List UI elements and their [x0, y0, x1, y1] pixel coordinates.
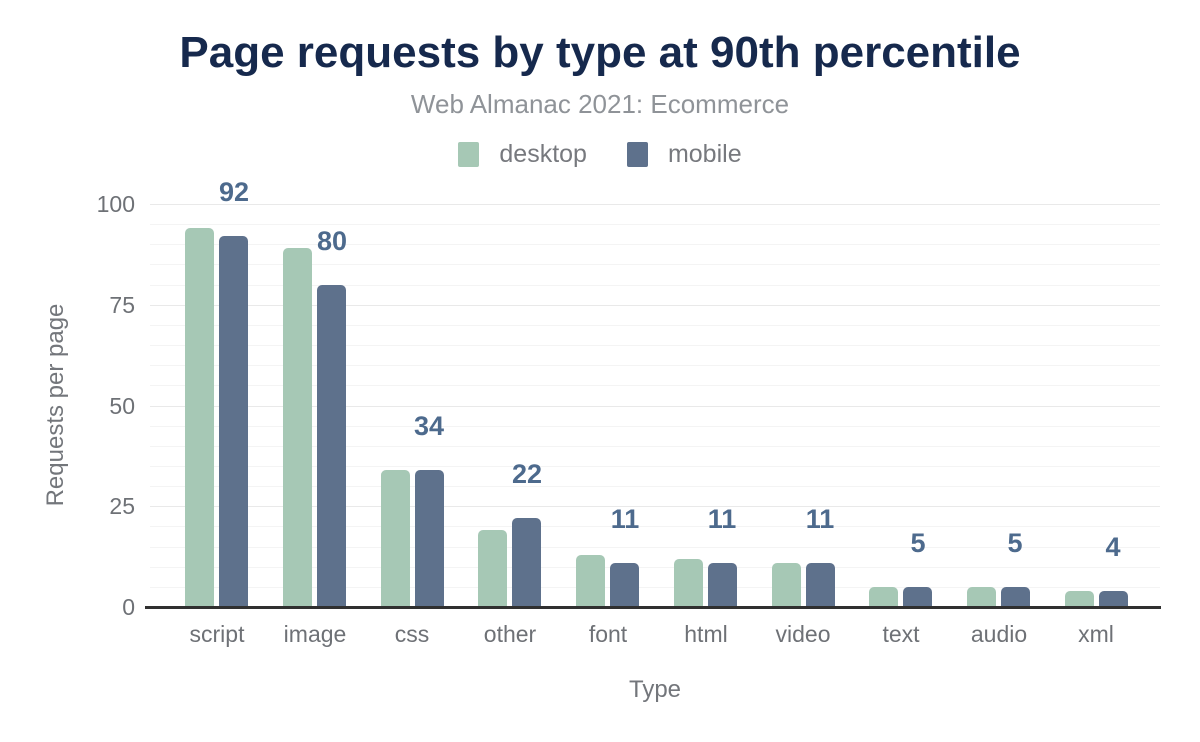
bar-desktop-text[interactable]: [869, 587, 898, 607]
value-label-other: 22: [511, 459, 543, 489]
gridline-30: [150, 486, 1160, 487]
x-tick-label-css: css: [394, 621, 430, 647]
bar-desktop-audio[interactable]: [967, 587, 996, 607]
value-label-image: 80: [316, 226, 348, 256]
bar-desktop-css[interactable]: [381, 470, 410, 607]
x-tick-label-image: image: [283, 621, 347, 647]
chart-subtitle: Web Almanac 2021: Ecommerce: [410, 89, 790, 119]
gridline-90: [150, 244, 1160, 245]
bar-mobile-video[interactable]: [806, 563, 835, 607]
bar-mobile-xml[interactable]: [1099, 591, 1128, 607]
legend-label-desktop: desktop: [499, 140, 587, 168]
gridline-80: [150, 285, 1160, 286]
y-tick-label-100: 100: [96, 191, 135, 217]
bar-mobile-text[interactable]: [903, 587, 932, 607]
gridline-65: [150, 345, 1160, 346]
bar-mobile-html[interactable]: [708, 563, 737, 607]
chart-title: Page requests by type at 90th percentile: [179, 28, 1021, 77]
value-label-html: 11: [707, 504, 737, 534]
desktop-series-swatch-icon: [458, 142, 480, 167]
gridline-60: [150, 365, 1160, 366]
bar-desktop-html[interactable]: [674, 559, 703, 607]
gridline-35: [150, 466, 1160, 467]
x-tick-label-xml: xml: [1078, 621, 1114, 647]
x-axis-title: Type: [628, 676, 682, 703]
x-tick-label-script: script: [189, 621, 245, 647]
value-label-css: 34: [413, 411, 445, 441]
bar-mobile-other[interactable]: [512, 518, 541, 607]
gridline-100: [150, 204, 1160, 205]
mobile-series-swatch-icon: [626, 142, 648, 167]
bar-desktop-script[interactable]: [185, 228, 214, 607]
gridline-95: [150, 224, 1160, 225]
bar-mobile-audio[interactable]: [1001, 587, 1030, 607]
bar-desktop-xml[interactable]: [1065, 591, 1094, 607]
bar-mobile-image[interactable]: [317, 285, 346, 607]
y-tick-label-0: 0: [122, 594, 135, 620]
gridline-85: [150, 264, 1160, 265]
x-tick-label-other: other: [483, 621, 537, 647]
y-tick-label-50: 50: [109, 393, 135, 419]
bar-desktop-video[interactable]: [772, 563, 801, 607]
gridline-75: [150, 305, 1160, 306]
gridline-10: [150, 567, 1160, 568]
gridline-55: [150, 385, 1160, 386]
bar-mobile-font[interactable]: [610, 563, 639, 607]
gridline-20: [150, 526, 1160, 527]
gridline-70: [150, 325, 1160, 326]
bar-mobile-script[interactable]: [219, 236, 248, 607]
x-tick-label-font: font: [588, 621, 628, 647]
bar-mobile-css[interactable]: [415, 470, 444, 607]
gridline-45: [150, 426, 1160, 427]
x-tick-label-video: video: [775, 621, 831, 647]
x-tick-label-audio: audio: [970, 621, 1028, 647]
x-tick-label-html: html: [684, 621, 728, 647]
value-label-audio: 5: [1007, 528, 1023, 558]
gridline-5: [150, 587, 1160, 588]
gridline-50: [150, 406, 1160, 407]
gridline-15: [150, 547, 1160, 548]
legend: desktop mobile: [0, 140, 1200, 169]
gridline-25: [150, 506, 1160, 507]
legend-item-desktop[interactable]: desktop: [458, 140, 587, 169]
value-label-text: 5: [910, 528, 926, 558]
legend-item-mobile[interactable]: mobile: [626, 140, 742, 169]
y-tick-label-25: 25: [109, 493, 135, 519]
value-label-video: 11: [805, 504, 835, 534]
x-tick-label-text: text: [882, 621, 920, 647]
gridline-40: [150, 446, 1160, 447]
value-label-font: 11: [610, 504, 640, 534]
value-label-xml: 4: [1105, 532, 1121, 562]
bar-desktop-font[interactable]: [576, 555, 605, 607]
legend-label-mobile: mobile: [667, 140, 742, 168]
value-label-script: 92: [218, 177, 250, 207]
bar-desktop-other[interactable]: [478, 530, 507, 607]
y-tick-label-75: 75: [109, 292, 135, 318]
x-axis-baseline: [145, 606, 1161, 609]
bar-desktop-image[interactable]: [283, 248, 312, 607]
